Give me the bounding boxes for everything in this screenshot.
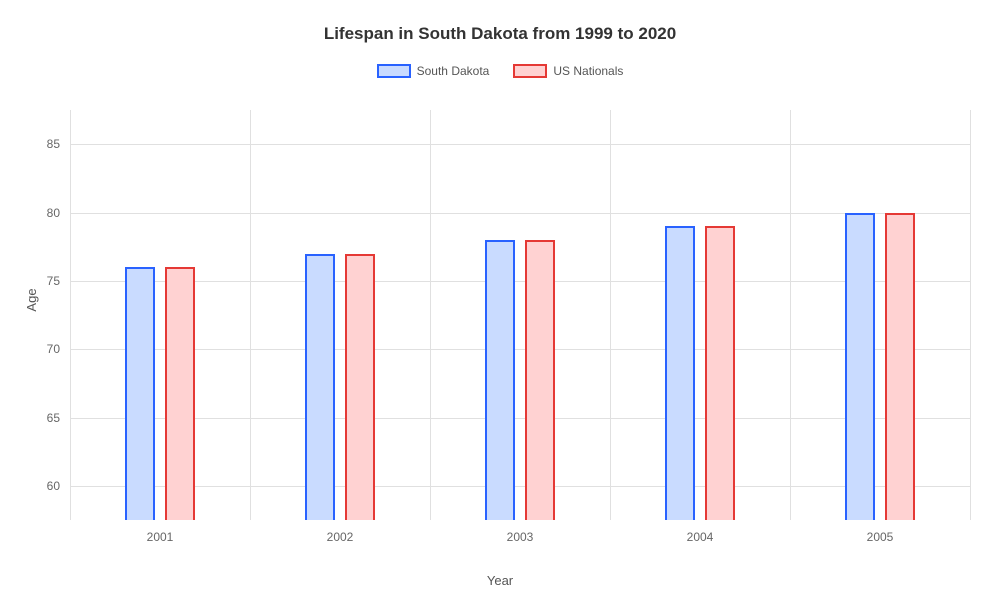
legend-item[interactable]: US Nationals xyxy=(513,64,623,78)
x-tick-label: 2004 xyxy=(687,530,714,544)
bar[interactable] xyxy=(485,240,515,520)
bar[interactable] xyxy=(345,254,375,521)
gridline-vertical xyxy=(250,110,251,520)
y-tick-label: 80 xyxy=(47,206,60,220)
bar[interactable] xyxy=(305,254,335,521)
gridline-horizontal xyxy=(70,418,970,419)
y-axis-title: Age xyxy=(24,288,39,311)
y-tick-label: 65 xyxy=(47,411,60,425)
bar[interactable] xyxy=(165,267,195,520)
legend-item[interactable]: South Dakota xyxy=(377,64,490,78)
gridline-vertical xyxy=(970,110,971,520)
bar[interactable] xyxy=(845,213,875,521)
y-tick-label: 75 xyxy=(47,274,60,288)
bar[interactable] xyxy=(125,267,155,520)
gridline-vertical xyxy=(430,110,431,520)
legend-swatch xyxy=(377,64,411,78)
x-tick-label: 2002 xyxy=(327,530,354,544)
legend-swatch xyxy=(513,64,547,78)
gridline-horizontal xyxy=(70,213,970,214)
gridline-horizontal xyxy=(70,144,970,145)
x-tick-label: 2003 xyxy=(507,530,534,544)
bar[interactable] xyxy=(705,226,735,520)
gridline-horizontal xyxy=(70,349,970,350)
y-tick-label: 70 xyxy=(47,342,60,356)
plot-area: 60657075808520012002200320042005 xyxy=(70,110,970,520)
x-axis-title: Year xyxy=(487,573,513,588)
gridline-vertical xyxy=(790,110,791,520)
y-tick-label: 60 xyxy=(47,479,60,493)
legend-label: US Nationals xyxy=(553,64,623,78)
bar[interactable] xyxy=(665,226,695,520)
gridline-vertical xyxy=(610,110,611,520)
bar[interactable] xyxy=(525,240,555,520)
bar[interactable] xyxy=(885,213,915,521)
x-tick-label: 2001 xyxy=(147,530,174,544)
gridline-vertical xyxy=(70,110,71,520)
legend: South Dakota US Nationals xyxy=(0,64,1000,78)
y-tick-label: 85 xyxy=(47,137,60,151)
legend-label: South Dakota xyxy=(417,64,490,78)
chart-title: Lifespan in South Dakota from 1999 to 20… xyxy=(0,0,1000,44)
gridline-horizontal xyxy=(70,486,970,487)
gridline-horizontal xyxy=(70,281,970,282)
x-tick-label: 2005 xyxy=(867,530,894,544)
